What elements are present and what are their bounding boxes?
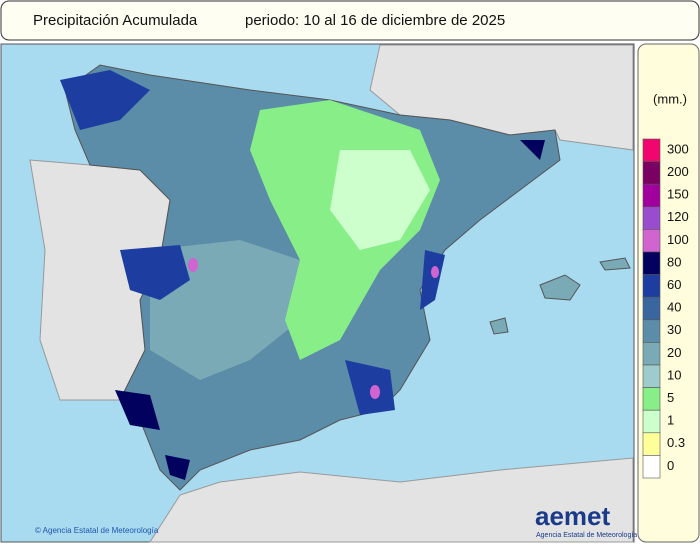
zone-100 [431, 266, 439, 278]
legend-label: 200 [667, 164, 689, 179]
legend-swatch [642, 319, 661, 343]
legend: 300 200 150 120 100 80 60 40 30 20 10 5 1 0.3 0 [642, 138, 689, 479]
island-menorca [599, 257, 631, 271]
logo: aemet [535, 501, 610, 531]
legend-unit: (mm.) [653, 91, 687, 106]
legend-label: 40 [667, 300, 681, 315]
legend-label: 60 [667, 277, 681, 292]
legend-label: 300 [667, 141, 689, 156]
legend-swatch [642, 206, 661, 230]
island-ibiza [489, 317, 509, 335]
legend-swatch [642, 409, 661, 434]
legend-swatch [642, 229, 661, 253]
title-bar [0, 0, 700, 41]
africa [149, 457, 634, 543]
legend-label: 1 [667, 413, 674, 428]
legend-label: 0.3 [667, 435, 685, 450]
zone-100 [188, 258, 198, 272]
legend-swatch [642, 274, 661, 298]
legend-swatch [642, 296, 661, 321]
legend-label: 5 [667, 390, 674, 405]
zone-60 [60, 70, 150, 130]
legend-label: 100 [667, 232, 689, 247]
legend-label: 150 [667, 187, 689, 202]
legend-label: 20 [667, 345, 681, 360]
title: Precipitación Acumulada [33, 12, 198, 29]
zone-100 [370, 385, 380, 399]
legend-swatch [642, 387, 661, 411]
legend-label: 0 [667, 458, 674, 473]
legend-swatch [642, 251, 661, 275]
legend-swatch [642, 455, 661, 479]
legend-label: 30 [667, 322, 681, 337]
legend-swatch [642, 183, 661, 208]
zone-80 [520, 140, 545, 160]
island-mallorca [539, 274, 581, 301]
legend-swatch [642, 138, 661, 162]
copyright: © Agencia Estatal de Meteorología [35, 526, 159, 535]
logo-subtitle: Agencia Estatal de Meteorología [536, 532, 637, 539]
legend-swatch [642, 364, 661, 388]
period: periodo: 10 al 16 de diciembre de 2025 [245, 12, 505, 29]
legend-swatch [642, 161, 661, 185]
legend-label: 120 [667, 209, 689, 224]
legend-label: 10 [667, 367, 681, 382]
zone-80 [165, 455, 190, 480]
zone-60 [420, 250, 445, 310]
legend-label: 80 [667, 254, 681, 269]
zone-60 [120, 245, 190, 300]
zone-1 [330, 150, 430, 250]
legend-swatch [642, 432, 661, 456]
legend-swatch [642, 342, 661, 366]
zone-80 [115, 390, 160, 430]
zone-60 [345, 360, 395, 415]
map: © Agencia Estatal de Meteorología aemet … [0, 43, 637, 543]
